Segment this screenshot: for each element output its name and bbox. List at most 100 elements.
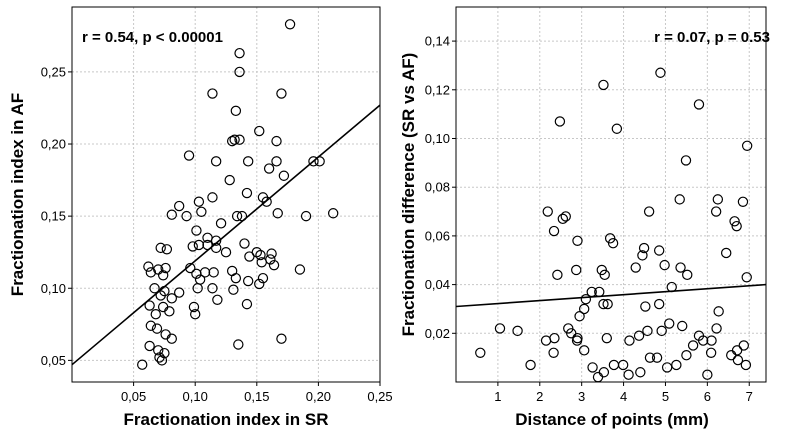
data-point <box>655 67 666 78</box>
data-point <box>166 333 177 344</box>
data-point <box>263 163 275 174</box>
data-point <box>236 210 248 222</box>
data-point <box>494 323 506 334</box>
data-point <box>525 359 536 371</box>
data-point <box>173 287 185 298</box>
data-point <box>623 369 634 380</box>
x-tick-label: 0,20 <box>306 389 331 404</box>
data-point <box>705 347 717 358</box>
data-point <box>642 325 653 337</box>
data-point <box>693 99 705 110</box>
data-point <box>656 325 667 337</box>
data-point <box>215 218 227 229</box>
data-point <box>607 238 619 249</box>
data-point <box>157 301 169 313</box>
data-point <box>677 320 688 332</box>
y-tick-label: 0,12 <box>425 82 450 97</box>
data-point <box>188 301 200 313</box>
data-point <box>598 79 609 91</box>
data-point <box>653 298 665 310</box>
data-point <box>145 320 157 331</box>
y-tick-label: 0,08 <box>425 180 450 195</box>
data-point <box>661 362 673 373</box>
y-tick-label: 0,02 <box>425 326 450 341</box>
data-point <box>680 155 692 166</box>
data-point <box>164 306 175 317</box>
data-point <box>740 359 752 371</box>
data-point <box>675 262 686 273</box>
data-point <box>635 367 646 378</box>
data-point <box>598 367 610 378</box>
data-point <box>254 278 265 290</box>
y-tick-label: 0,20 <box>41 137 66 152</box>
data-point <box>602 298 613 310</box>
data-point <box>711 323 722 334</box>
data-point <box>643 206 655 217</box>
data-point <box>144 340 155 352</box>
regression-line <box>71 104 381 366</box>
data-point <box>737 196 749 208</box>
data-point <box>207 283 218 294</box>
data-point <box>271 156 282 167</box>
x-tick-label: 2 <box>536 389 543 404</box>
x-axis-title: Fractionation index in SR <box>124 410 329 429</box>
data-point <box>242 275 254 287</box>
data-point <box>261 196 272 207</box>
data-point <box>224 174 235 186</box>
data-point <box>587 362 598 373</box>
data-point <box>143 261 154 272</box>
data-point <box>557 213 569 225</box>
data-point <box>251 246 262 258</box>
data-point <box>640 301 651 312</box>
data-point <box>560 211 571 222</box>
correlation-annotation: r = 0.54, p < 0.00001 <box>82 29 223 46</box>
data-point <box>548 347 559 358</box>
data-point <box>265 254 276 265</box>
data-point <box>674 194 685 205</box>
data-point <box>608 359 620 371</box>
data-point <box>268 259 280 271</box>
data-point <box>574 311 585 322</box>
plot-frame <box>455 6 767 383</box>
x-tick-label: 7 <box>746 389 753 404</box>
data-point <box>155 242 166 254</box>
data-point <box>266 248 277 259</box>
data-point <box>664 318 675 329</box>
data-point <box>681 350 692 361</box>
data-point <box>187 241 198 252</box>
data-point <box>194 274 206 285</box>
data-point <box>234 134 245 145</box>
data-point <box>726 350 737 361</box>
data-point <box>601 332 613 344</box>
data-point <box>651 352 663 363</box>
data-point <box>738 340 749 351</box>
data-point <box>276 333 287 344</box>
data-point <box>308 156 319 167</box>
data-point <box>713 306 724 317</box>
data-point <box>741 140 753 151</box>
data-point <box>327 208 339 219</box>
data-point <box>202 239 213 251</box>
data-point <box>653 245 665 256</box>
data-point <box>578 303 590 315</box>
x-tick-label: 1 <box>494 389 501 404</box>
data-point <box>637 250 648 261</box>
data-point <box>630 262 641 273</box>
data-point <box>183 150 195 161</box>
data-point <box>571 335 583 346</box>
data-point <box>633 330 645 341</box>
data-point <box>710 206 722 217</box>
data-point <box>586 286 597 298</box>
data-point <box>255 249 266 261</box>
data-point <box>145 267 157 278</box>
data-point <box>156 355 168 366</box>
data-point <box>732 354 744 366</box>
data-point <box>624 335 635 346</box>
data-point <box>682 269 693 281</box>
data-point <box>599 269 610 281</box>
y-tick-label: 0,14 <box>425 34 450 49</box>
data-point <box>241 187 253 199</box>
data-point <box>241 298 253 310</box>
data-point <box>549 332 560 344</box>
data-point <box>212 294 223 305</box>
